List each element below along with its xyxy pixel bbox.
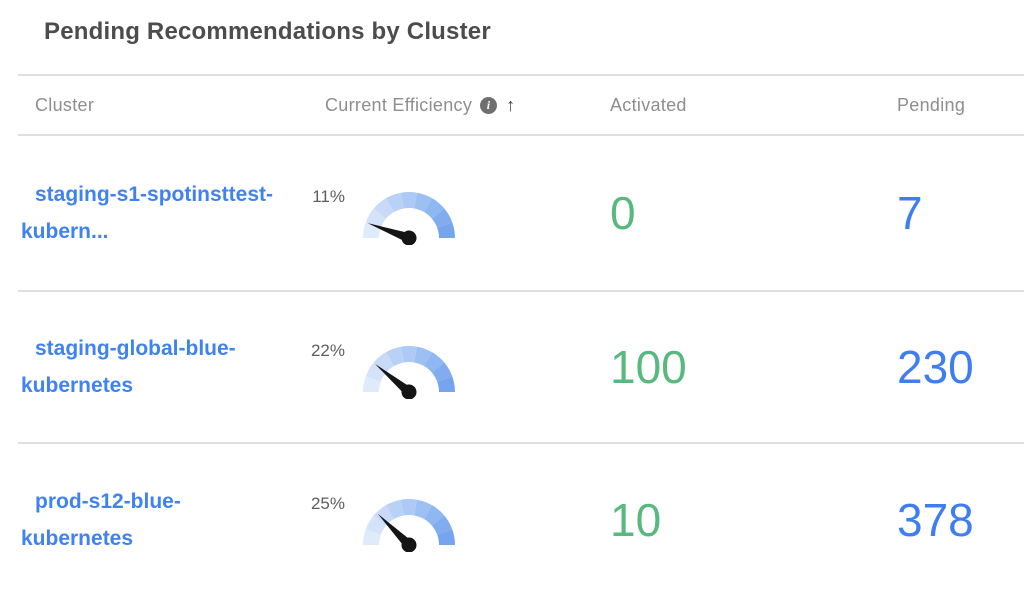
pending-count: 230 [897, 341, 974, 393]
cluster-link[interactable]: staging-s1-spotinsttest- kubern... [21, 176, 273, 250]
column-header-efficiency-label: Current Efficiency [325, 94, 473, 115]
efficiency-gauge: 22% [301, 334, 471, 400]
cluster-name-line1: staging-global-blue- [35, 337, 236, 360]
column-header-efficiency[interactable]: Current Efficiency i ↑ [295, 76, 595, 134]
efficiency-value: 11% [312, 187, 345, 206]
pending-count: 378 [897, 494, 974, 546]
table-row: prod-s12-blue- kubernetes 25% 10 378 [18, 444, 1024, 596]
column-header-cluster[interactable]: Cluster [35, 94, 95, 115]
page-title: Pending Recommendations by Cluster [44, 18, 491, 45]
gauge-chart [362, 192, 456, 245]
column-header-activated[interactable]: Activated [610, 94, 687, 115]
cluster-name-line2: kubernetes [21, 527, 134, 550]
cluster-name-line1: staging-s1-spotinsttest- [35, 183, 274, 206]
efficiency-gauge: 25% [301, 487, 471, 553]
activated-count: 100 [610, 341, 687, 393]
table-row: staging-global-blue- kubernetes 22% 100 … [18, 292, 1024, 444]
efficiency-value: 22% [310, 341, 345, 360]
efficiency-gauge: 11% [301, 180, 471, 246]
pending-count: 7 [897, 187, 923, 239]
info-icon[interactable]: i [480, 96, 498, 114]
cluster-name-line1: prod-s12-blue- [35, 490, 181, 513]
efficiency-value: 25% [310, 494, 345, 513]
table-row: staging-s1-spotinsttest- kubern... 11% 0… [18, 136, 1024, 292]
sort-ascending-icon[interactable]: ↑ [506, 94, 516, 115]
activated-count: 10 [610, 494, 662, 546]
gauge-chart [362, 499, 456, 552]
cluster-link[interactable]: prod-s12-blue- kubernetes [21, 483, 181, 557]
activated-count: 0 [610, 187, 636, 239]
cluster-link[interactable]: staging-global-blue- kubernetes [21, 330, 236, 404]
clusters-table: Cluster Current Efficiency i ↑ Activated… [18, 74, 1024, 596]
cluster-name-line2: kubern... [21, 220, 109, 243]
table-header-row: Cluster Current Efficiency i ↑ Activated… [18, 74, 1024, 136]
column-header-pending[interactable]: Pending [897, 94, 966, 115]
gauge-chart [362, 346, 456, 399]
cluster-name-line2: kubernetes [21, 374, 134, 397]
